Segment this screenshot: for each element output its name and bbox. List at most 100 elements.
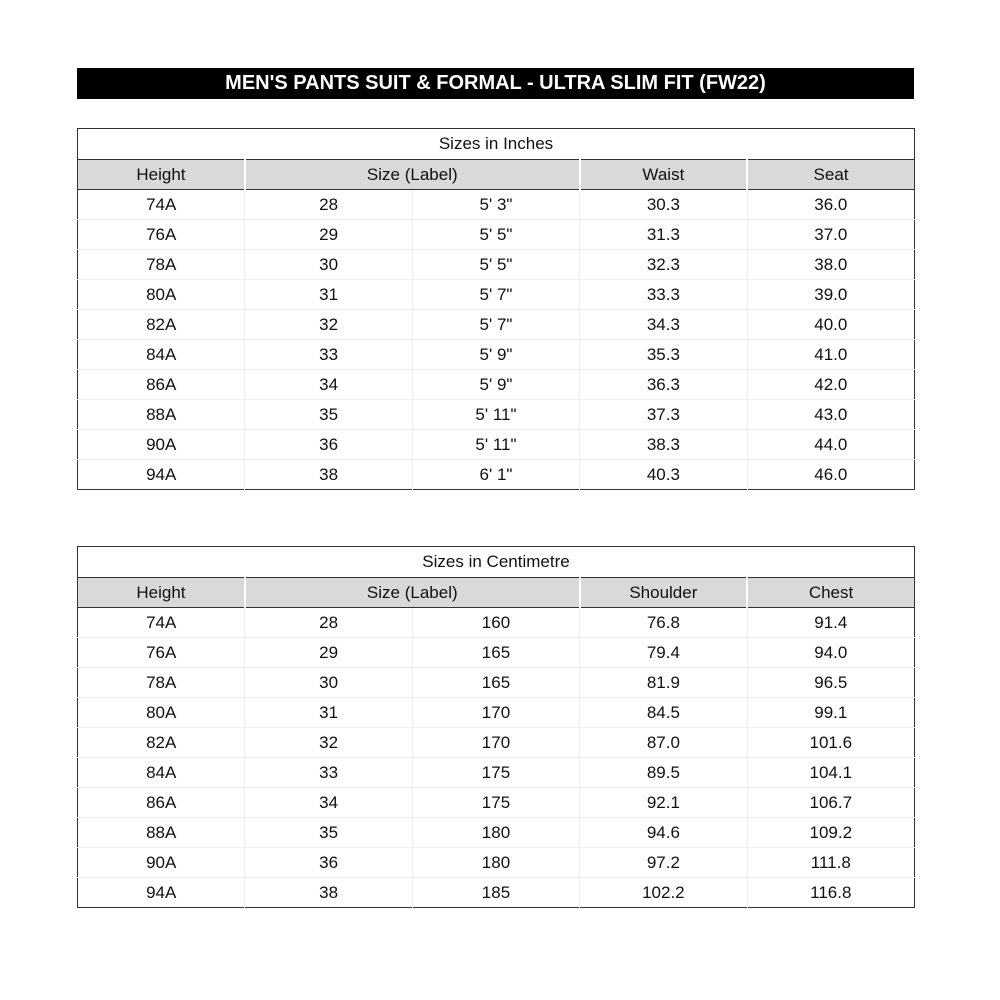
table-cell: 82A (77, 309, 246, 340)
table-cell: 82A (77, 727, 246, 758)
table-cell: 38 (244, 877, 413, 908)
table-cell: 116.8 (810, 882, 852, 902)
table-cell: 175 (412, 787, 581, 818)
table-row: 74A 28 160 76.8 91.4 (77, 607, 915, 638)
header-height: Height (77, 159, 246, 190)
table-cell: 160 (412, 607, 581, 638)
table-cell: 94A (77, 459, 246, 490)
table-cell: 42.0 (747, 369, 915, 400)
table-cell: 36 (244, 847, 413, 878)
centimetre-size-table: Sizes in Centimetre Height Size (Label) … (77, 546, 915, 908)
table-cell: 74A (77, 607, 246, 638)
header-size-label: Size (Label) (244, 577, 581, 608)
table-row: 88A 35 5' 11" 37.3 43.0 (77, 399, 915, 430)
table-cell: 36.0 (747, 189, 915, 220)
table-cell: 91.4 (747, 607, 915, 638)
table-row: 82A 32 170 87.0 101.6 (77, 727, 915, 758)
table-cell: 101.6 (747, 727, 915, 758)
table-cell: 111.8 (747, 847, 915, 878)
table-row: 90A 36 180 97.2 111.8 (77, 847, 915, 878)
table-cell: 34 (244, 787, 413, 818)
table-row: 94A 38 6' 1" 40.3 46.0 (77, 459, 915, 490)
table-cell: 41.0 (747, 339, 915, 370)
table-cell: 30 (244, 667, 413, 698)
table-cell: 99.1 (747, 697, 915, 728)
table-cell: 44.0 (747, 429, 915, 460)
table-cell: 30 (244, 249, 413, 280)
table-cell: 106.7 (747, 787, 915, 818)
table-cell: 180 (412, 817, 581, 848)
table-cell: 39.0 (747, 279, 915, 310)
table-cell: 46.0 (814, 464, 848, 484)
table-row: 88A 35 180 94.6 109.2 (77, 817, 915, 848)
table-cell: 165 (412, 637, 581, 668)
table-cell: 79.4 (579, 637, 748, 668)
table-cell: 43.0 (747, 399, 915, 430)
table-cell: 96.5 (747, 667, 915, 698)
table-cell: 36.3 (579, 369, 748, 400)
table-row: 80A 31 5' 7" 33.3 39.0 (77, 279, 915, 310)
table-cell: 35 (244, 399, 413, 430)
table-cell: 86A (77, 787, 246, 818)
inches-size-table: Sizes in Inches Height Size (Label) Wais… (77, 128, 915, 490)
table-cell: 88A (77, 399, 246, 430)
table-cell: 87.0 (579, 727, 748, 758)
table-cell: 38.3 (579, 429, 748, 460)
table-cell: 30.3 (579, 189, 748, 220)
table-cell: 31 (244, 279, 413, 310)
table-cell: 80A (77, 279, 246, 310)
table-row: 76A 29 165 79.4 94.0 (77, 637, 915, 668)
table-cell: 37.0 (747, 219, 915, 250)
table-cell: 36 (244, 429, 413, 460)
table-row: 84A 33 5' 9" 35.3 41.0 (77, 339, 915, 370)
table-cell: 76A (77, 637, 246, 668)
table-cell: 29 (244, 219, 413, 250)
table-cell: 94A (77, 877, 246, 908)
table-cell: 28 (244, 189, 413, 220)
table-cell: 74A (77, 189, 246, 220)
table-row: 78A 30 165 81.9 96.5 (77, 667, 915, 698)
table-cell: 5' 5" (412, 249, 581, 280)
table-cell: 185 (412, 877, 581, 908)
table-cell: 5' 3" (412, 189, 581, 220)
table-cell: 84A (77, 757, 246, 788)
table-cell: 28 (244, 607, 413, 638)
table-cell: 88A (77, 817, 246, 848)
table-cell: 35.3 (579, 339, 748, 370)
table-cell: 32 (244, 727, 413, 758)
table-cell: 102.2 (579, 877, 748, 908)
table-cell: 5' 11" (412, 399, 581, 430)
table-cell: 31 (244, 697, 413, 728)
table-row: 76A 29 5' 5" 31.3 37.0 (77, 219, 915, 250)
table-cell: 32 (244, 309, 413, 340)
header-waist: Waist (579, 159, 749, 190)
table-cell: 104.1 (747, 757, 915, 788)
header-shoulder: Shoulder (579, 577, 749, 608)
table-cell: 170 (412, 727, 581, 758)
table-cell: 90A (77, 429, 246, 460)
table-cell: 86A (77, 369, 246, 400)
table-cell: 33 (244, 757, 413, 788)
table-cell: 38.0 (747, 249, 915, 280)
table-cell: 170 (412, 697, 581, 728)
table-cell: 94.6 (579, 817, 748, 848)
page-title: MEN'S PANTS SUIT & FORMAL - ULTRA SLIM F… (77, 68, 914, 99)
table-cell: 92.1 (579, 787, 748, 818)
table-cell: 180 (412, 847, 581, 878)
header-height: Height (77, 577, 246, 608)
table-cell: 76.8 (579, 607, 748, 638)
table-cell: 81.9 (579, 667, 748, 698)
table-cell: 38 (244, 459, 413, 490)
table-row: 84A 33 175 89.5 104.1 (77, 757, 915, 788)
table-cell: 78A (77, 667, 246, 698)
table-row: 78A 30 5' 5" 32.3 38.0 (77, 249, 915, 280)
table-cell: 76A (77, 219, 246, 250)
table-cell: 37.3 (579, 399, 748, 430)
table-cell: 89.5 (579, 757, 748, 788)
table-cell: 29 (244, 637, 413, 668)
table-cell: 32.3 (579, 249, 748, 280)
table-row: 80A 31 170 84.5 99.1 (77, 697, 915, 728)
header-seat: Seat (747, 159, 915, 190)
table-row: 74A 28 5' 3" 30.3 36.0 (77, 189, 915, 220)
table-cell: 5' 7" (412, 279, 581, 310)
